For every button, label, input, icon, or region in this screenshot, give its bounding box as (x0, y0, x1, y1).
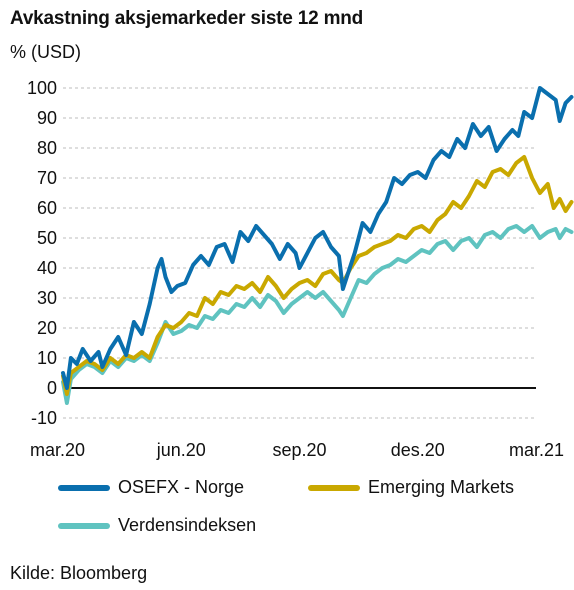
legend-item: Emerging Markets (308, 477, 514, 498)
legend-swatch (58, 522, 110, 529)
x-tick-label: mar.20 (30, 440, 85, 460)
series-line (61, 86, 574, 390)
chart-title: Avkastning aksjemarkeder siste 12 mnd (10, 8, 364, 29)
x-tick-label: mar.21 (509, 440, 564, 460)
y-tick-label: 0 (47, 378, 57, 398)
y-tick-label: 30 (37, 288, 57, 308)
series-line (61, 155, 574, 396)
x-tick-label: jun.20 (156, 440, 206, 460)
y-tick-label: 70 (37, 168, 57, 188)
y-tick-label: 90 (37, 108, 57, 128)
y-tick-label: -10 (31, 408, 57, 428)
x-tick-label: des.20 (391, 440, 445, 460)
y-tick-label: 20 (37, 318, 57, 338)
x-tick-label: sep.20 (272, 440, 326, 460)
legend-item: Verdensindeksen (58, 515, 256, 536)
legend-item: OSEFX - Norge (58, 477, 244, 498)
legend-swatch (308, 484, 360, 491)
legend-label: Emerging Markets (368, 477, 515, 497)
y-tick-label: 60 (37, 198, 57, 218)
y-tick-label: 40 (37, 258, 57, 278)
series-line (61, 224, 574, 405)
y-tick-label: 10 (37, 348, 57, 368)
y-axis-unit-label: % (USD) (10, 42, 81, 62)
y-tick-label: 50 (37, 228, 57, 248)
source-note: Kilde: Bloomberg (10, 563, 148, 583)
y-tick-label: 80 (37, 138, 57, 158)
legend-label: Verdensindeksen (118, 515, 257, 535)
legend-label: OSEFX - Norge (118, 477, 245, 497)
y-tick-label: 100 (27, 78, 57, 98)
legend-swatch (58, 484, 110, 491)
